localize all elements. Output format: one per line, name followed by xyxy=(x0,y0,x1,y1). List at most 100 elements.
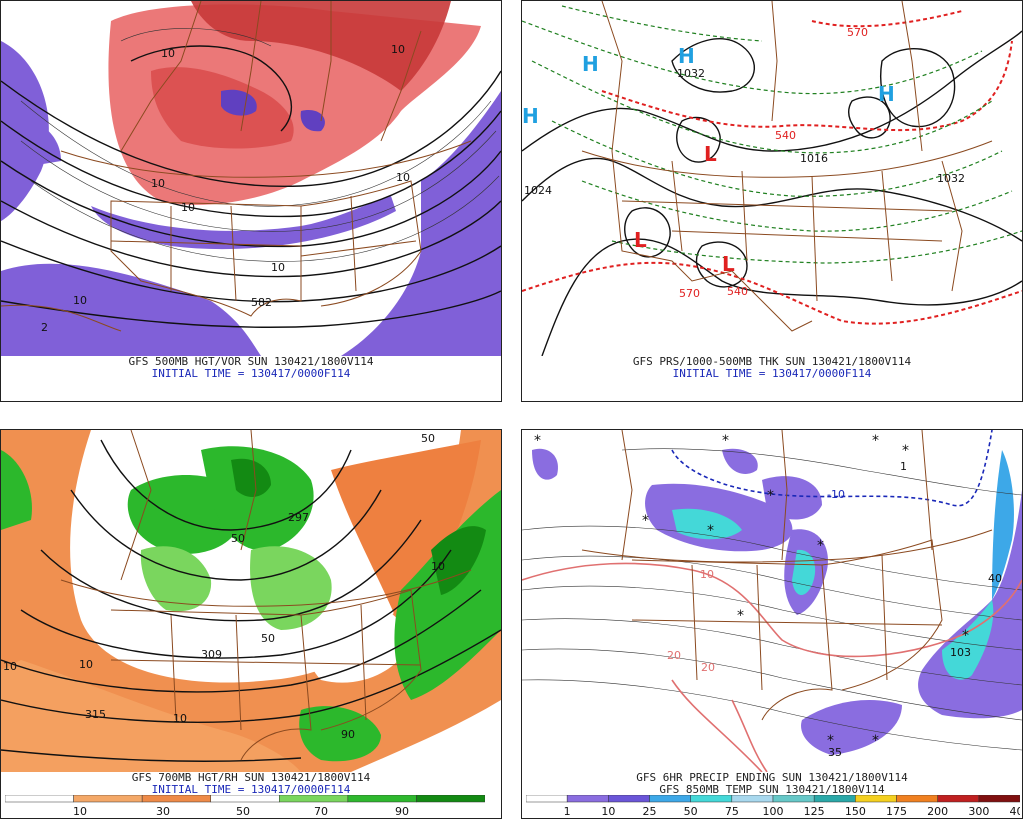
isobar-label: 1016 xyxy=(800,152,828,165)
panel-pressure-thickness: H H H H L L L 1024 1016 1032 1032 570 54… xyxy=(521,0,1023,402)
legend-swatch xyxy=(279,795,349,803)
map-700mb: 10 10 315 10 50 50 297 10 90 50 309 xyxy=(1,430,501,772)
legend-tick-label: 200 xyxy=(927,805,948,817)
contour-label: 50 xyxy=(261,632,275,645)
contour-label: 10 xyxy=(173,712,187,725)
legend-tick-label: 90 xyxy=(395,805,409,817)
legend-swatch xyxy=(141,795,211,803)
legend-tick-label: 300 xyxy=(968,805,989,817)
isotherm-label: 1 xyxy=(900,460,907,473)
legend-swatch xyxy=(73,795,143,803)
contour-label: 297 xyxy=(288,511,309,524)
panel-title: GFS 6HR PRECIP ENDING SUN 130421/1800V11… xyxy=(636,771,908,784)
thickness-label: 570 xyxy=(847,26,868,39)
svg-text:*: * xyxy=(872,733,879,749)
legend-tick-label: 150 xyxy=(845,805,866,817)
isobar-label: 1032 xyxy=(937,172,965,185)
contour-label: 10 xyxy=(431,560,445,573)
panel-precip-850temp: * * * * * * * * * * * * -10 10 20 20 40 35 103 1… xyxy=(521,429,1023,819)
high-pressure-marker: H xyxy=(582,52,599,76)
initial-time: INITIAL TIME = 130417/0000F114 xyxy=(672,367,872,380)
legend-swatch xyxy=(855,795,897,803)
svg-text:*: * xyxy=(902,443,909,459)
isotherm-label: -10 xyxy=(827,488,845,501)
legend-swatch xyxy=(649,795,691,803)
map-precip: * * * * * * * * * * * * -10 10 20 20 40 35 103 1 xyxy=(522,430,1022,772)
contour-label: 315 xyxy=(85,708,106,721)
contour-label: 50 xyxy=(421,432,435,445)
svg-text:*: * xyxy=(817,538,824,554)
legend-swatch xyxy=(772,795,815,803)
contour-label: 10 xyxy=(3,660,17,673)
contour-label: 10 xyxy=(79,658,93,671)
legend-swatch xyxy=(526,795,568,803)
contour-label: 2 xyxy=(41,321,48,334)
panel-subtitle: GFS 850MB TEMP SUN 130421/1800V114 xyxy=(659,783,885,796)
precip-label: 103 xyxy=(950,646,971,659)
thickness-label: 540 xyxy=(775,129,796,142)
legend-tick-label: 75 xyxy=(725,805,739,817)
legend-tick-label: 125 xyxy=(804,805,825,817)
low-pressure-marker: L xyxy=(634,228,647,252)
contour-label: 10 xyxy=(161,47,175,60)
high-pressure-marker: H xyxy=(522,104,539,128)
legend-swatch xyxy=(5,795,74,803)
legend-tick-label: 175 xyxy=(886,805,907,817)
legend-swatch xyxy=(690,795,733,803)
initial-time: INITIAL TIME = 130417/0000F114 xyxy=(151,367,351,380)
legend-tick-label: 25 xyxy=(643,805,657,817)
panel-title: GFS 500MB HGT/VOR SUN 130421/1800V114 xyxy=(128,355,374,368)
legend-tick-label: 400 xyxy=(1010,805,1021,817)
legend-swatch xyxy=(210,795,280,803)
isotherm-label: 10 xyxy=(700,568,714,581)
panel-title: GFS 700MB HGT/RH SUN 130421/1800V114 xyxy=(131,771,371,784)
svg-text:*: * xyxy=(962,628,969,644)
thickness-label: 540 xyxy=(727,285,748,298)
initial-time: INITIAL TIME = 130417/0000F114 xyxy=(151,783,351,796)
isobar-label: 1024 xyxy=(524,184,552,197)
legend-tick-label: 1 xyxy=(564,805,571,817)
legend-tick-label: 30 xyxy=(156,805,170,817)
contour-label: 309 xyxy=(201,648,222,661)
contour-label: 10 xyxy=(271,261,285,274)
panel-500mb-vorticity: 10 10 10 10 10 582 2 10 10 GFS 500MB HGT… xyxy=(0,0,502,402)
contour-label: 10 xyxy=(151,177,165,190)
svg-text:*: * xyxy=(872,433,879,449)
panel-700mb-rh: 10 10 315 10 50 50 297 10 90 50 309 GFS … xyxy=(0,429,502,819)
legend-swatch xyxy=(731,795,774,803)
legend-swatch xyxy=(978,795,1020,803)
legend-swatch xyxy=(347,795,417,803)
legend-tick-label: 100 xyxy=(763,805,784,817)
svg-text:*: * xyxy=(737,608,744,624)
legend-tick-label: 50 xyxy=(236,805,250,817)
rh-legend: 10 30 50 70 90 xyxy=(5,795,485,817)
low-pressure-marker: L xyxy=(704,142,717,166)
map-pressure: H H H H L L L 1024 1016 1032 1032 570 54… xyxy=(522,1,1022,356)
contour-label: 10 xyxy=(396,171,410,184)
svg-text:*: * xyxy=(534,433,541,449)
precip-label: 35 xyxy=(828,746,842,759)
svg-text:*: * xyxy=(722,433,729,449)
legend-tick-label: 10 xyxy=(73,805,87,817)
svg-text:*: * xyxy=(707,523,714,539)
legend-swatch xyxy=(566,795,609,803)
contour-label: 10 xyxy=(391,43,405,56)
thickness-label: 570 xyxy=(679,287,700,300)
low-pressure-marker: L xyxy=(722,252,735,276)
contour-label: 90 xyxy=(341,728,355,741)
contour-label: 10 xyxy=(181,201,195,214)
high-pressure-marker: H xyxy=(678,44,695,68)
isobar-label: 1032 xyxy=(677,67,705,80)
contour-label: 10 xyxy=(73,294,87,307)
contour-label: 50 xyxy=(231,532,245,545)
legend-swatch xyxy=(896,795,938,803)
svg-text:*: * xyxy=(642,513,649,529)
isotherm-label: 20 xyxy=(701,661,715,674)
legend-swatch xyxy=(937,795,980,803)
panel-title: GFS PRS/1000-500MB THK SUN 130421/1800V1… xyxy=(632,355,912,368)
svg-text:*: * xyxy=(767,488,774,504)
legend-swatch xyxy=(608,795,650,803)
legend-swatch xyxy=(813,795,856,803)
svg-text:*: * xyxy=(827,733,834,749)
legend-tick-label: 10 xyxy=(601,805,615,817)
